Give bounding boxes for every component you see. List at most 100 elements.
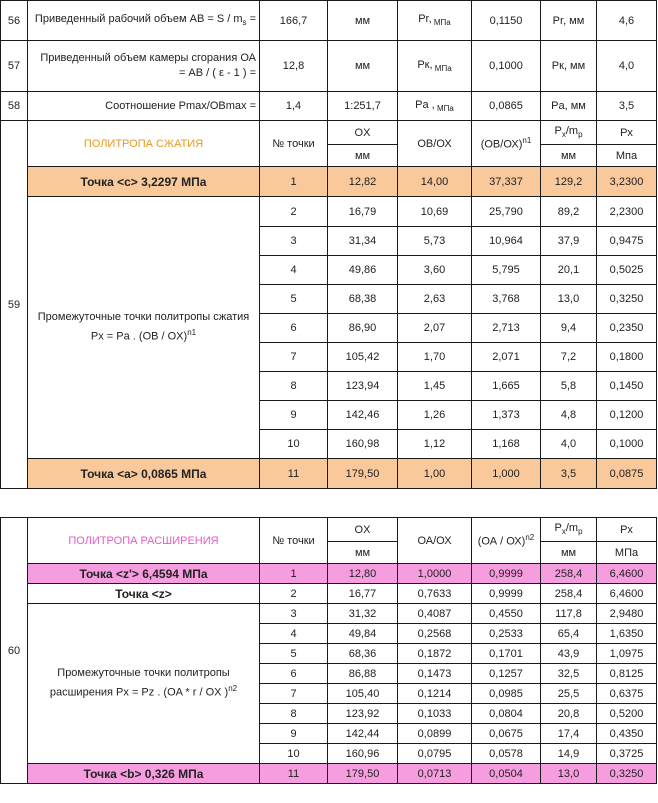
point-ox: 160,98 — [327, 429, 398, 459]
point-ratio: 0,2568 — [397, 623, 472, 644]
point-px: 0,1450 — [596, 371, 657, 401]
point-number: 9 — [259, 723, 328, 744]
point-px-mm: 14,9 — [540, 743, 597, 764]
point-ratio: 0,1033 — [397, 703, 472, 724]
point-px: 0,8125 — [596, 663, 657, 684]
point-z-row: Точка <z> 2 16,77 0,7633 0,9999 258,4 6,… — [1, 583, 657, 604]
row-56: 56 Приведенный рабочий объем AB = S / ms… — [0, 0, 657, 41]
point-ox: 160,96 — [327, 743, 398, 764]
point-ox: 105,42 — [327, 342, 398, 372]
point-ox: 49,84 — [327, 623, 398, 644]
point-label: Точка <z> — [27, 583, 260, 604]
point-ox: 31,32 — [327, 603, 398, 624]
point-number: 1 — [259, 563, 328, 584]
point-number: 3 — [259, 226, 328, 256]
point-power: 0,0675 — [471, 723, 541, 744]
point-number: 6 — [259, 663, 328, 684]
point-px-mm: 17,4 — [540, 723, 597, 744]
header-oa-ox: ОА/ОХ — [397, 517, 472, 564]
point-px-mm: 13,0 — [540, 763, 597, 784]
point-ox: 142,46 — [327, 400, 398, 430]
point-number: 6 — [259, 313, 328, 343]
point-ox: 12,80 — [327, 563, 398, 584]
point-number: 10 — [259, 429, 328, 459]
table-row: 4 49,84 0,2568 0,2533 65,4 1,6350 — [1, 623, 657, 644]
point-b-row: Точка <b> 0,326 МПа 11 179,50 0,0713 0,0… — [0, 763, 657, 784]
point-ratio: 3,60 — [397, 255, 472, 285]
point-power: 0,2533 — [471, 623, 541, 644]
table-row: Промежуточные точки политропы сжатия Px =… — [1, 196, 657, 459]
row-number: 56 — [0, 0, 28, 41]
table-row: 7 105,42 1,70 2,071 7,2 0,1800 — [1, 342, 657, 372]
point-z1-row: Точка <z'> 6,4594 МПа 1 12,80 1,0000 0,9… — [0, 563, 657, 584]
header-point: № точки — [259, 120, 328, 167]
point-label: Точка <a> 0,0865 МПа — [27, 458, 260, 489]
point-ratio: 1,12 — [397, 429, 472, 459]
header-px: Px — [596, 517, 657, 542]
point-ox: 179,50 — [327, 763, 398, 784]
row-58: 58 Соотношение Pmax/OBmax = 1,4 1:251,7 … — [0, 91, 657, 121]
header-ox-unit: мм — [327, 144, 398, 167]
point-power: 3,768 — [471, 284, 541, 314]
row-coefficient: 0,0865 — [471, 91, 541, 121]
row-result: 4,0 — [596, 40, 657, 92]
point-px-mm: 258,4 — [540, 563, 597, 584]
point-px: 0,1800 — [596, 342, 657, 372]
point-power: 0,0578 — [471, 743, 541, 764]
point-ox: 68,36 — [327, 643, 398, 664]
point-px-mm: 129,2 — [540, 166, 597, 197]
point-px-mm: 4,8 — [540, 400, 597, 430]
point-px: 0,1200 — [596, 400, 657, 430]
point-ox: 142,44 — [327, 723, 398, 744]
row-coefficient: 0,1000 — [471, 40, 541, 92]
point-ratio: 2,63 — [397, 284, 472, 314]
point-px: 0,6375 — [596, 683, 657, 704]
point-a-row: Точка <a> 0,0865 МПа 11 179,50 1,00 1,00… — [0, 458, 657, 489]
header-power: (ОВ/ОХ)n1 — [471, 120, 541, 167]
intermediate-points-label: Промежуточные точки политропы сжатия Px =… — [27, 196, 260, 459]
point-px-mm: 43,9 — [540, 643, 597, 664]
expansion-header-row-1: 60 ПОЛИТРОПА РАСШИРЕНИЯ № точки OX ОА/ОХ… — [0, 517, 657, 784]
header-px-mm-unit: мм — [540, 144, 597, 167]
point-ratio: 14,00 — [397, 166, 472, 197]
row-unit: мм — [327, 40, 398, 92]
point-power: 5,795 — [471, 255, 541, 285]
point-power: 1,373 — [471, 400, 541, 430]
row-57: 57 Приведенный объем камеры сгорания ОА … — [0, 40, 657, 92]
section-number: 60 — [0, 517, 28, 784]
point-power: 0,1257 — [471, 663, 541, 684]
point-power: 1,000 — [471, 458, 541, 489]
point-power: 0,0985 — [471, 683, 541, 704]
section-title: ПОЛИТРОПА РАСШИРЕНИЯ — [27, 517, 260, 564]
point-power: 0,0504 — [471, 763, 541, 784]
point-ox: 49,86 — [327, 255, 398, 285]
point-ratio: 1,0000 — [397, 563, 472, 584]
point-number: 10 — [259, 743, 328, 764]
point-power: 0,1701 — [471, 643, 541, 664]
header-px-mm: Px/mp — [540, 120, 597, 145]
header-px-mm-unit: мм — [540, 541, 597, 564]
expansion-table: 60 ПОЛИТРОПА РАСШИРЕНИЯ № точки OX ОА/ОХ… — [0, 517, 657, 784]
point-power: 0,4550 — [471, 603, 541, 624]
row-description: Приведенный рабочий объем AB = S / ms = — [27, 0, 260, 41]
point-px-mm: 9,4 — [540, 313, 597, 343]
header-px: Px — [596, 120, 657, 145]
section-title: ПОЛИТРОПА СЖАТИЯ — [27, 120, 260, 167]
point-px: 0,9475 — [596, 226, 657, 256]
point-px: 6,4600 — [596, 583, 657, 604]
point-ox: 86,88 — [327, 663, 398, 684]
section-number: 59 — [0, 120, 28, 489]
header-px-mm: Px/mp — [540, 517, 597, 542]
compression-table: 56 Приведенный рабочий объем AB = S / ms… — [0, 0, 657, 489]
point-number: 3 — [259, 603, 328, 624]
point-px-mm: 37,9 — [540, 226, 597, 256]
point-px-mm: 258,4 — [540, 583, 597, 604]
point-ratio: 1,26 — [397, 400, 472, 430]
point-px: 0,3250 — [596, 284, 657, 314]
point-ox: 68,38 — [327, 284, 398, 314]
point-ox: 31,34 — [327, 226, 398, 256]
point-px: 1,6350 — [596, 623, 657, 644]
point-number: 2 — [259, 196, 328, 227]
point-px: 2,2300 — [596, 196, 657, 227]
table-row: 6 86,90 2,07 2,713 9,4 0,2350 — [1, 313, 657, 343]
